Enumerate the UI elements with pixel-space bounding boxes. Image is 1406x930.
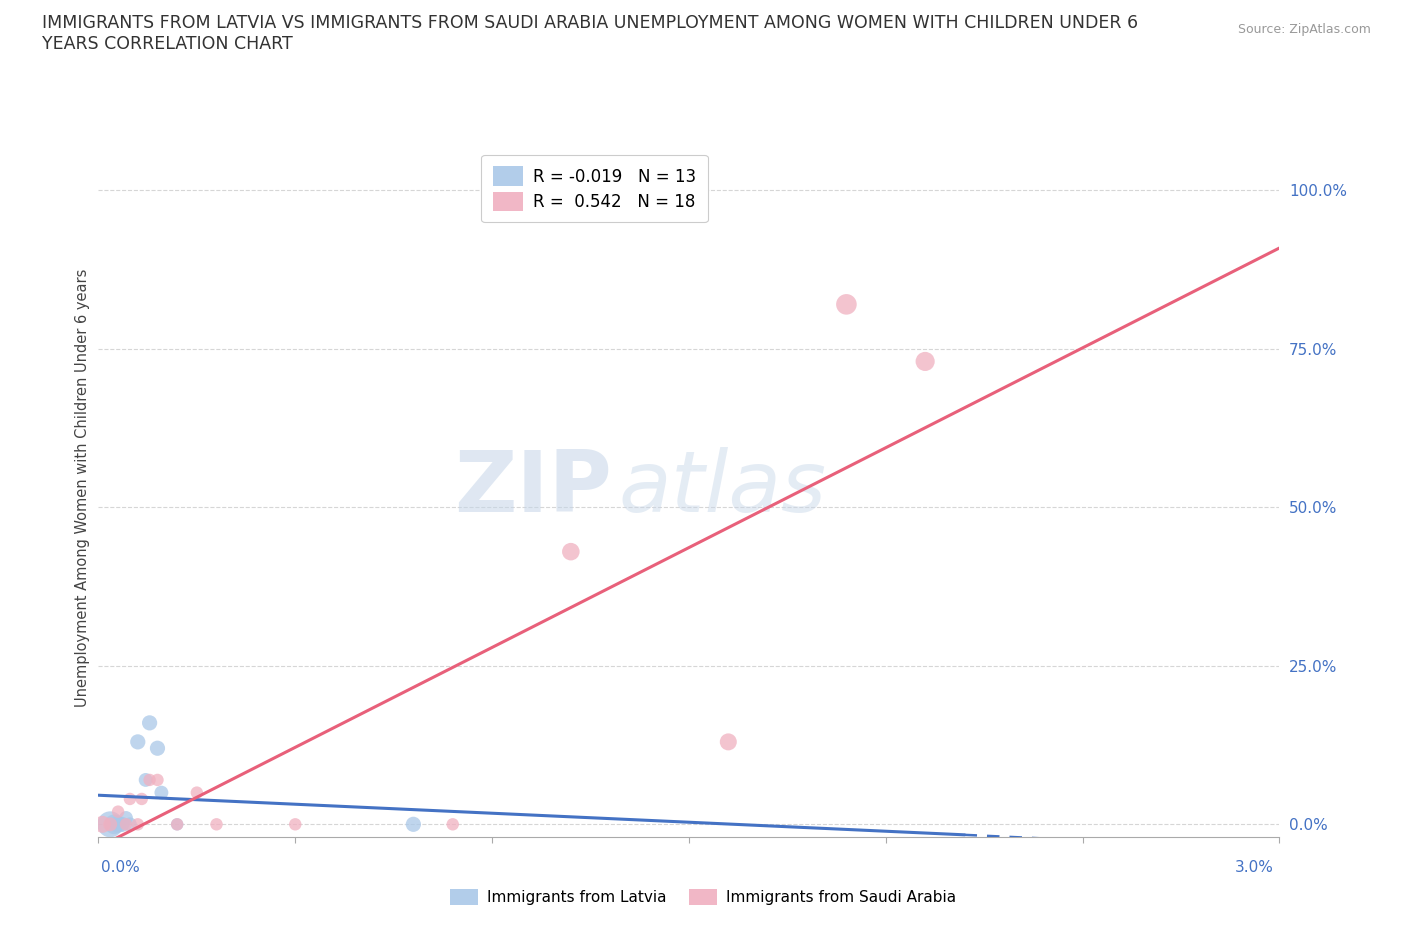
Point xyxy=(107,804,129,819)
Point xyxy=(717,735,740,750)
Point xyxy=(98,817,121,831)
Legend: Immigrants from Latvia, Immigrants from Saudi Arabia: Immigrants from Latvia, Immigrants from … xyxy=(443,882,963,913)
Point xyxy=(103,817,125,831)
Point xyxy=(138,773,160,788)
Point xyxy=(115,817,138,831)
Point xyxy=(914,354,936,369)
Text: 3.0%: 3.0% xyxy=(1234,860,1274,875)
Point xyxy=(135,773,157,788)
Point xyxy=(111,817,134,831)
Point xyxy=(166,817,188,831)
Text: atlas: atlas xyxy=(619,446,827,530)
Text: IMMIGRANTS FROM LATVIA VS IMMIGRANTS FROM SAUDI ARABIA UNEMPLOYMENT AMONG WOMEN : IMMIGRANTS FROM LATVIA VS IMMIGRANTS FRO… xyxy=(42,14,1139,32)
Point xyxy=(186,785,208,800)
Point xyxy=(146,773,169,788)
Point xyxy=(560,544,582,559)
Point xyxy=(205,817,228,831)
Point xyxy=(146,741,169,756)
Legend: R = -0.019   N = 13, R =  0.542   N = 18: R = -0.019 N = 13, R = 0.542 N = 18 xyxy=(481,154,707,222)
Text: YEARS CORRELATION CHART: YEARS CORRELATION CHART xyxy=(42,35,292,53)
Text: 0.0%: 0.0% xyxy=(101,860,141,875)
Text: Source: ZipAtlas.com: Source: ZipAtlas.com xyxy=(1237,23,1371,36)
Point xyxy=(118,791,141,806)
Point xyxy=(98,817,121,831)
Point xyxy=(131,791,153,806)
Point xyxy=(150,785,173,800)
Point xyxy=(127,817,149,831)
Y-axis label: Unemployment Among Women with Children Under 6 years: Unemployment Among Women with Children U… xyxy=(75,269,90,708)
Point xyxy=(127,735,149,750)
Point xyxy=(118,817,141,831)
Point xyxy=(138,715,160,730)
Point xyxy=(284,817,307,831)
Point xyxy=(835,297,858,312)
Point xyxy=(107,817,129,831)
Point xyxy=(115,811,138,826)
Point xyxy=(166,817,188,831)
Point xyxy=(441,817,464,831)
Point xyxy=(402,817,425,831)
Point xyxy=(91,817,114,831)
Text: ZIP: ZIP xyxy=(454,446,612,530)
